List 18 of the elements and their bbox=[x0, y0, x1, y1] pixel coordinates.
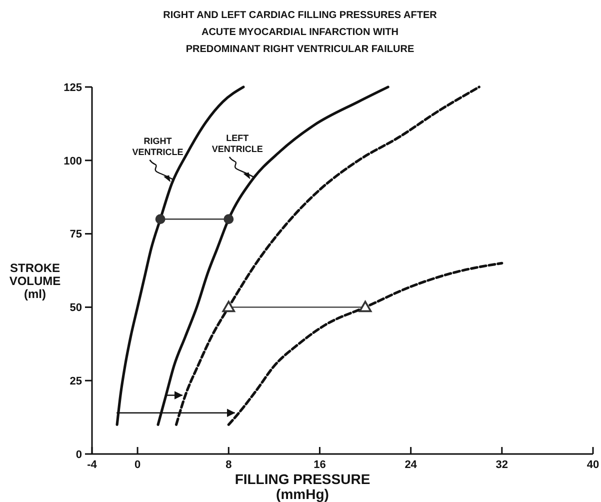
x-tick-label: 40 bbox=[586, 459, 600, 471]
x-tick-label: -4 bbox=[87, 459, 98, 471]
series-label: LEFT VENTRICLE bbox=[212, 132, 263, 154]
y-tick-label: 50 bbox=[70, 302, 82, 314]
y-tick-label: 125 bbox=[64, 82, 82, 94]
x-tick-label: 0 bbox=[134, 459, 141, 471]
y-tick-label: 25 bbox=[70, 375, 82, 388]
x-tick-label: 32 bbox=[496, 459, 508, 471]
series-label: RIGHT VENTRICLE bbox=[132, 136, 184, 157]
y-axis-title: STROKE VOLUME (ml) bbox=[9, 261, 61, 301]
x-axis-title: FILLING PRESSURE (mmHg) bbox=[234, 471, 370, 502]
x-tick-label: 16 bbox=[314, 459, 326, 471]
chart-title: RIGHT AND LEFT CARDIAC FILLING PRESSURES AFTER ACUTE MYOCARDIAL INFARCTION WITH PREDOMINANT RIGHT VENTRICULAR FAILURE bbox=[163, 10, 438, 55]
y-tick-label: 75 bbox=[70, 228, 82, 241]
y-tick-label: 0 bbox=[76, 448, 82, 461]
x-tick-label: 24 bbox=[404, 459, 418, 471]
x-tick-label: 8 bbox=[226, 459, 232, 471]
y-tick-label: 100 bbox=[64, 155, 82, 168]
